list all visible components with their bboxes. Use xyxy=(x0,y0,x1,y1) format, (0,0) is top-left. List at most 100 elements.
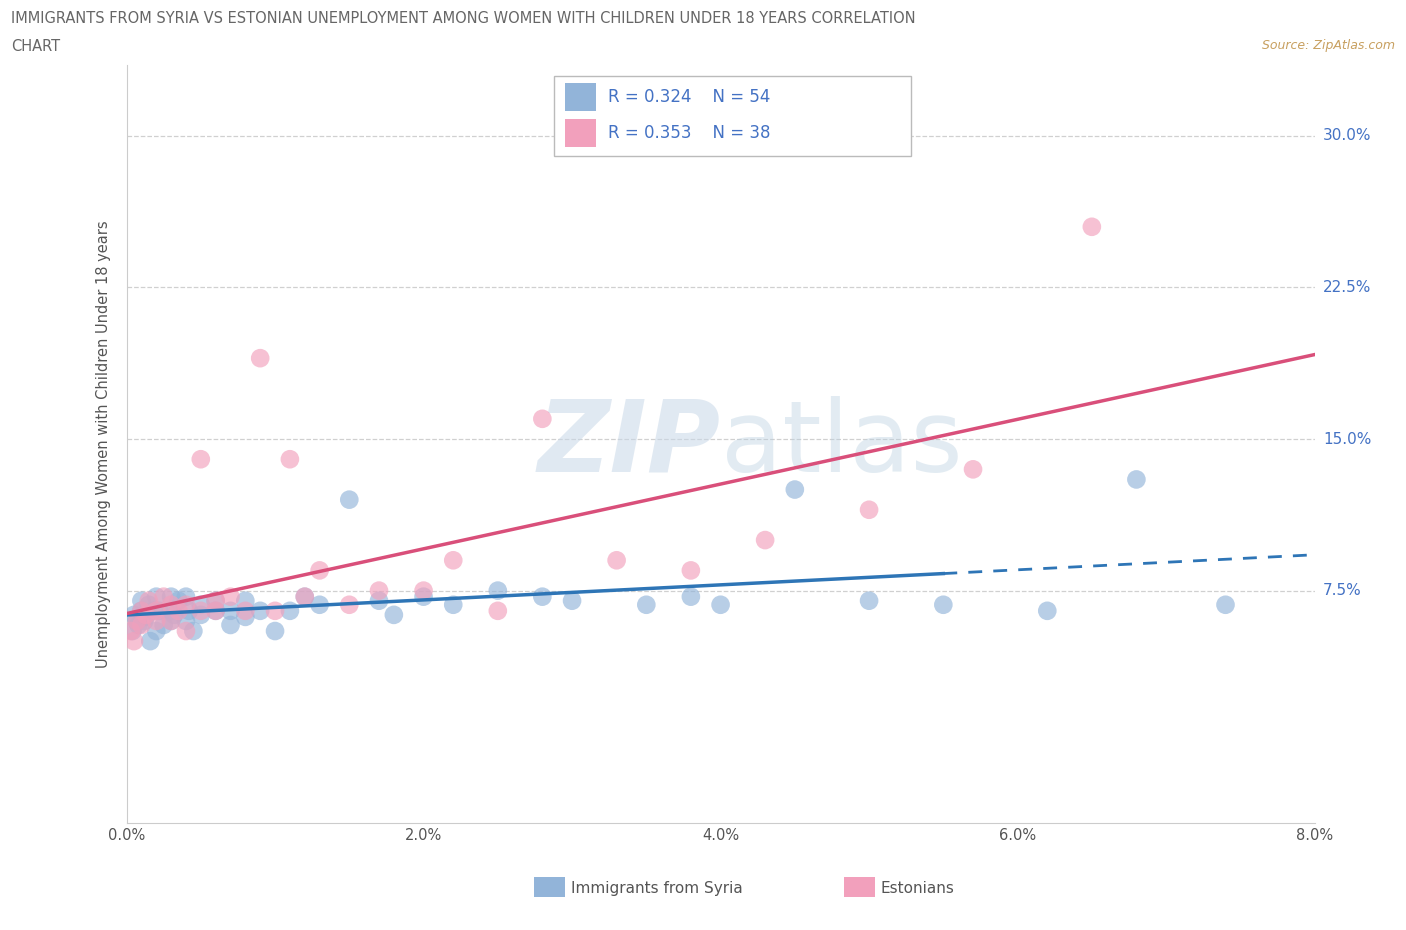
Point xyxy=(177,604,200,618)
Point xyxy=(125,614,148,629)
Point xyxy=(368,593,391,608)
Point xyxy=(308,597,330,612)
Point xyxy=(190,452,212,467)
Point xyxy=(606,552,628,567)
Point xyxy=(174,624,197,639)
Point xyxy=(160,614,183,629)
Point xyxy=(636,597,658,612)
Point xyxy=(190,607,212,622)
Point xyxy=(204,593,226,608)
Point xyxy=(160,614,183,629)
Point xyxy=(138,593,160,608)
Point xyxy=(167,593,190,608)
Point xyxy=(148,604,170,618)
Point xyxy=(382,607,405,622)
Point xyxy=(278,452,301,467)
Point xyxy=(337,597,360,612)
Point xyxy=(122,633,145,648)
Text: atlas: atlas xyxy=(720,395,962,493)
Point xyxy=(709,597,731,612)
Point xyxy=(278,604,301,618)
Point xyxy=(486,604,509,618)
Point xyxy=(233,604,256,618)
Point xyxy=(932,597,955,612)
Text: Estonians: Estonians xyxy=(880,881,955,896)
Text: 15.0%: 15.0% xyxy=(1323,432,1371,446)
Point xyxy=(152,618,174,632)
Point xyxy=(679,563,702,578)
Point xyxy=(174,590,197,604)
Point xyxy=(121,624,143,639)
Point xyxy=(167,604,190,618)
Point xyxy=(294,590,316,604)
Point xyxy=(249,604,271,618)
Point xyxy=(219,590,242,604)
Point xyxy=(233,593,256,608)
Point xyxy=(1215,597,1237,612)
Point xyxy=(122,607,145,622)
Point xyxy=(441,597,464,612)
Point xyxy=(134,614,156,629)
Point xyxy=(441,552,464,567)
Point xyxy=(125,614,148,629)
Point xyxy=(145,614,167,629)
Point xyxy=(412,590,434,604)
Point xyxy=(174,614,197,629)
Point xyxy=(264,604,287,618)
Point xyxy=(131,593,153,608)
Point xyxy=(204,604,226,618)
Point xyxy=(1125,472,1147,487)
Point xyxy=(204,604,226,618)
Text: R = 0.324    N = 54: R = 0.324 N = 54 xyxy=(607,87,770,106)
Point xyxy=(174,597,197,612)
Point xyxy=(531,590,554,604)
Text: Immigrants from Syria: Immigrants from Syria xyxy=(571,881,742,896)
Point xyxy=(561,593,583,608)
Point xyxy=(531,411,554,426)
Point xyxy=(131,604,153,618)
Point xyxy=(962,462,984,477)
Point xyxy=(135,609,157,624)
Point xyxy=(1036,604,1059,618)
Point xyxy=(858,593,880,608)
Point xyxy=(337,492,360,507)
Point xyxy=(249,351,271,365)
Point xyxy=(145,624,167,639)
Point xyxy=(858,502,880,517)
Text: 7.5%: 7.5% xyxy=(1323,583,1361,598)
Point xyxy=(120,624,142,639)
Point xyxy=(138,597,160,612)
Point xyxy=(190,604,212,618)
Point xyxy=(219,618,242,632)
Text: 30.0%: 30.0% xyxy=(1323,128,1371,143)
Point xyxy=(308,563,330,578)
Point xyxy=(145,604,167,618)
Point xyxy=(754,533,776,548)
Point xyxy=(183,624,205,639)
Point xyxy=(1081,219,1104,234)
Point xyxy=(368,583,391,598)
Point xyxy=(163,607,186,622)
Text: R = 0.353    N = 38: R = 0.353 N = 38 xyxy=(607,124,770,141)
Point xyxy=(233,609,256,624)
Point xyxy=(219,604,242,618)
Point xyxy=(145,590,167,604)
Point xyxy=(135,607,157,622)
Point xyxy=(139,633,162,648)
Point xyxy=(412,583,434,598)
Point xyxy=(160,604,183,618)
Point xyxy=(127,618,149,632)
Point xyxy=(204,593,226,608)
Point xyxy=(152,590,174,604)
Text: IMMIGRANTS FROM SYRIA VS ESTONIAN UNEMPLOYMENT AMONG WOMEN WITH CHILDREN UNDER 1: IMMIGRANTS FROM SYRIA VS ESTONIAN UNEMPL… xyxy=(11,11,915,26)
Point xyxy=(142,604,165,618)
Point xyxy=(679,590,702,604)
Point xyxy=(131,604,153,618)
Point xyxy=(294,590,316,604)
Point xyxy=(486,583,509,598)
Point xyxy=(160,590,183,604)
Point xyxy=(783,482,806,497)
Text: CHART: CHART xyxy=(11,39,60,54)
Point xyxy=(131,618,153,632)
Y-axis label: Unemployment Among Women with Children Under 18 years: Unemployment Among Women with Children U… xyxy=(96,220,111,668)
